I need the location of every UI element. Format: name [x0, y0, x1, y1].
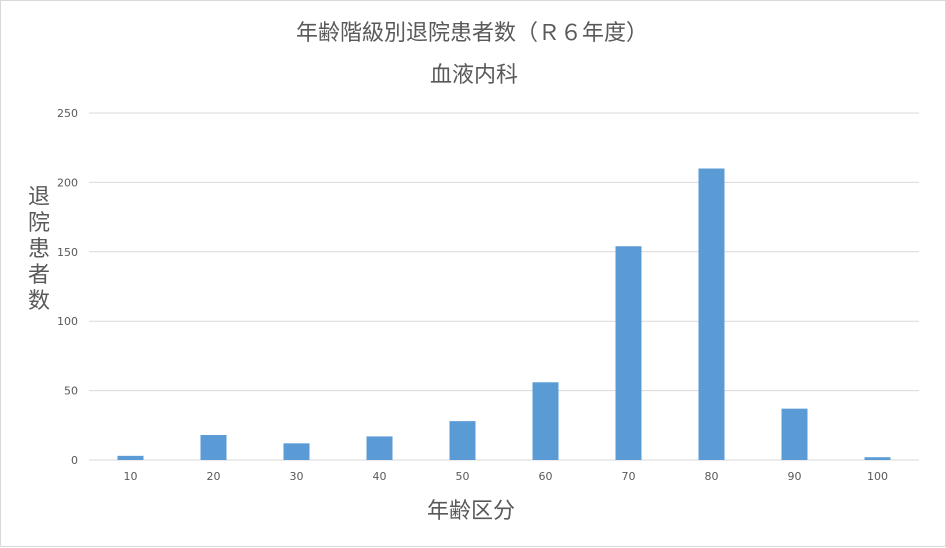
y-axis-title: 退院患者数 — [28, 185, 50, 314]
gridlines — [89, 112, 919, 461]
y-tick-label: 250 — [57, 107, 78, 120]
bar — [449, 421, 476, 460]
x-tick-label: 80 — [705, 470, 719, 483]
bar — [117, 455, 144, 460]
bar — [864, 457, 891, 460]
x-tick-label: 40 — [373, 470, 387, 483]
x-tick-label: 90 — [788, 470, 802, 483]
x-tick-label: 70 — [622, 470, 636, 483]
bar — [283, 443, 310, 460]
bar — [781, 408, 808, 460]
y-tick-label: 0 — [71, 454, 78, 467]
x-tick-labels: 10 20 30 40 50 60 70 80 90 100 — [124, 470, 889, 483]
bar — [200, 435, 227, 460]
x-tick-label: 100 — [867, 470, 888, 483]
bar — [532, 382, 559, 460]
x-tick-label: 60 — [539, 470, 553, 483]
x-tick-label: 30 — [290, 470, 304, 483]
chart-subtitle: 血液内科 — [430, 63, 518, 88]
x-axis-title: 年齢区分 — [427, 499, 515, 524]
bar — [698, 168, 725, 460]
y-tick-label: 100 — [57, 315, 78, 328]
y-tick-label: 150 — [57, 246, 78, 259]
y-axis-title-text: 退院患者数 — [28, 185, 50, 314]
bars — [117, 168, 891, 460]
bar — [615, 246, 642, 460]
y-tick-labels: 0 50 100 150 200 250 — [57, 107, 78, 467]
y-tick-label: 200 — [57, 176, 78, 189]
bar — [366, 436, 393, 460]
x-tick-label: 50 — [456, 470, 470, 483]
x-tick-label: 20 — [207, 470, 221, 483]
chart-title: 年齢階級別退院患者数（Ｒ６年度） — [296, 21, 648, 46]
x-tick-label: 10 — [124, 470, 138, 483]
y-tick-label: 50 — [64, 385, 78, 398]
